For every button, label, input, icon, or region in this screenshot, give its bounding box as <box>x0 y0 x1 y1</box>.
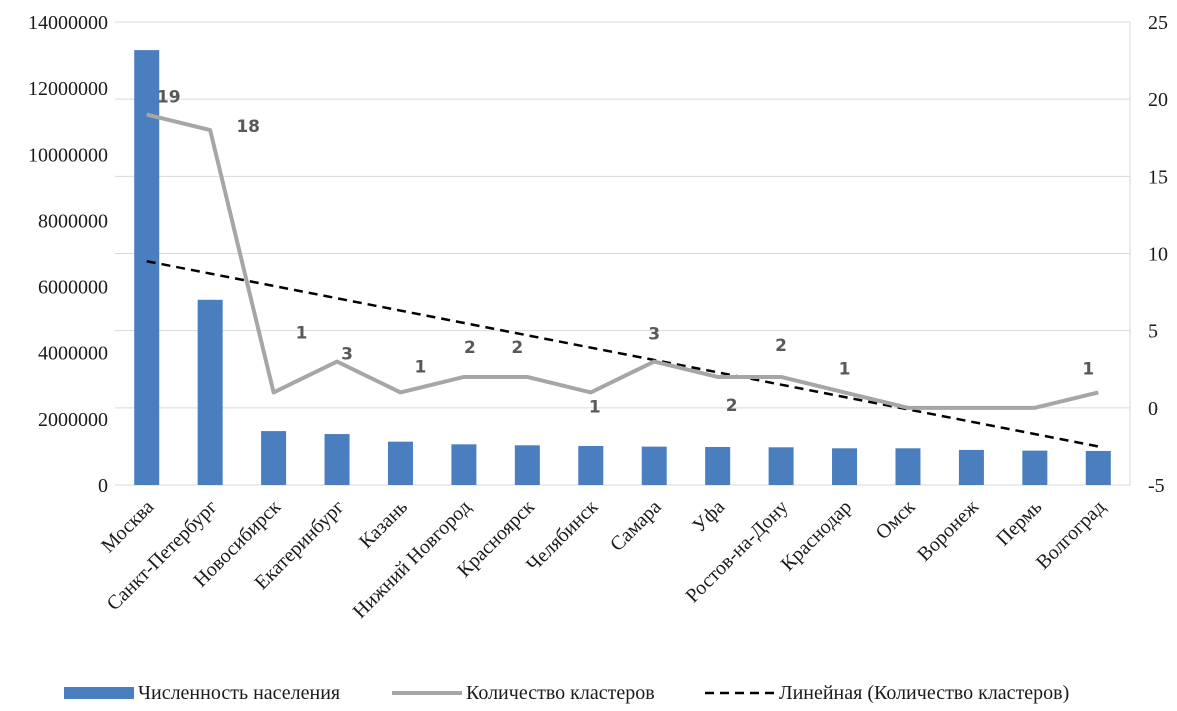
data-label-казань: 1 <box>415 357 427 377</box>
right-tick-label: 0 <box>1148 398 1158 420</box>
right-tick-label: 5 <box>1148 321 1158 343</box>
left-tick-label: 0 <box>98 475 108 497</box>
legend-label-population: Численность населения <box>138 682 340 704</box>
right-tick-label: 25 <box>1148 12 1168 34</box>
bar-волгоград <box>1085 450 1111 485</box>
legend-label-trendline: Линейная (Количество кластеров) <box>779 682 1069 704</box>
bar-воронеж <box>958 449 984 485</box>
legend: Численность населения Количество кластеро… <box>64 682 1069 704</box>
population-bars <box>134 50 1111 485</box>
bar-уфа <box>705 446 731 485</box>
right-axis-ticks: -5 0 5 10 15 20 25 <box>1148 12 1168 497</box>
bar-самара <box>641 446 667 485</box>
bar-омск <box>895 448 921 485</box>
left-tick-label: 2000000 <box>38 409 108 431</box>
data-label-челябинск: 1 <box>589 397 601 417</box>
trendline <box>146 259 1099 448</box>
category-label-казань: Казань <box>355 496 412 553</box>
bar-красноярск <box>514 445 540 485</box>
bar-челябинск <box>578 445 604 485</box>
category-label-москва: Москва <box>97 496 158 557</box>
left-tick-label: 12000000 <box>28 78 108 100</box>
bar-москва <box>134 50 160 485</box>
left-axis-ticks: 0 2000000 4000000 6000000 8000000 10000000 120… <box>28 12 108 497</box>
data-label-самара: 3 <box>648 325 660 345</box>
category-label-пермь: Пермь <box>992 496 1046 550</box>
bar-санкт-петербург <box>197 299 223 485</box>
bar-екатеринбург <box>324 434 350 485</box>
clusters-line <box>146 112 1099 410</box>
bar-пермь <box>1022 450 1048 485</box>
bar-казань <box>387 441 413 485</box>
bar-нижний-новгород <box>451 444 477 485</box>
data-label-ростов-на-дону: 2 <box>775 336 787 356</box>
data-label-волгоград: 1 <box>1082 359 1094 379</box>
bar-ростов-на-дону <box>768 447 794 485</box>
left-tick-label: 6000000 <box>38 277 108 299</box>
left-tick-label: 8000000 <box>38 210 108 232</box>
category-label-уфа: Уфа <box>688 496 729 537</box>
bar-новосибирск <box>261 431 287 485</box>
category-label-самара: Самара <box>606 496 666 556</box>
category-label-волгоград: Волгоград <box>1032 496 1110 574</box>
category-label-нижний-новгород: Нижний Новгород <box>349 496 476 623</box>
gridlines <box>115 21 1130 486</box>
category-label-воронеж: Воронеж <box>913 496 983 566</box>
right-tick-label: 20 <box>1148 89 1168 111</box>
data-label-нижний-новгород: 2 <box>464 338 476 358</box>
trendline-path <box>146 259 1099 448</box>
legend-label-clusters: Количество кластеров <box>466 682 655 704</box>
data-label-екатеринбург: 3 <box>341 345 353 365</box>
data-label-санкт-петербург: 18 <box>236 117 260 137</box>
category-labels: МоскваСанкт-ПетербургНовосибирскЕкатерин… <box>97 496 1110 623</box>
bar-краснодар <box>832 448 858 485</box>
data-label-красноярск: 2 <box>511 338 523 358</box>
data-label-краснодар: 1 <box>839 359 851 379</box>
clusters-line-path <box>146 112 1099 410</box>
left-tick-label: 14000000 <box>28 12 108 34</box>
category-label-омск: Омск <box>872 496 920 544</box>
cluster-data-labels: 19 18 1 3 1 2 2 1 3 2 2 1 1 <box>157 88 1094 418</box>
right-tick-label: -5 <box>1148 475 1165 497</box>
left-tick-label: 4000000 <box>38 343 108 365</box>
right-tick-label: 15 <box>1148 166 1168 188</box>
data-label-москва: 19 <box>157 88 181 108</box>
data-label-уфа: 2 <box>726 396 738 416</box>
category-label-санкт-петербург: Санкт-Петербург <box>103 496 222 615</box>
left-tick-label: 10000000 <box>28 144 108 166</box>
right-tick-label: 10 <box>1148 244 1168 266</box>
legend-swatch-population <box>64 687 134 699</box>
data-label-новосибирск: 1 <box>296 323 308 343</box>
